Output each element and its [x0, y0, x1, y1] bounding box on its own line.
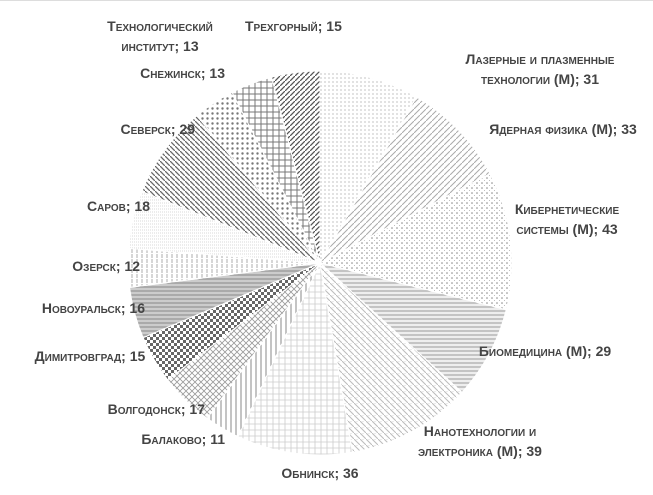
slice-label: Нанотехнологии и электроника (М); 39 [418, 423, 542, 459]
pie-slice [319, 261, 463, 453]
pie-slice [271, 70, 321, 264]
pie-slice [319, 262, 507, 393]
pie-slice [319, 70, 418, 265]
slice-label: Технологический институт; 13 [107, 18, 213, 54]
slice-label: Кибернетические системы (М); 43 [514, 201, 620, 237]
pie-slice [318, 96, 491, 265]
slice-label: Балаково; 11 [141, 431, 225, 447]
pie-slice [237, 261, 354, 456]
pie-slice [141, 114, 321, 264]
pie-slice [318, 172, 513, 311]
slice-label: Ядерная физика (М); 33 [489, 121, 637, 137]
slice-label: Обнинск; 36 [281, 465, 359, 481]
slice-label: Новоуральск; 16 [41, 300, 145, 316]
slice-label: Биомедицина (М); 29 [478, 343, 612, 359]
slice-label: Трехгорный; 15 [245, 18, 342, 34]
slice-label: Саров; 18 [87, 198, 150, 214]
slice-label: Озерск; 12 [72, 258, 140, 274]
slice-label: Снежинск; 13 [140, 65, 225, 81]
slice-label: Лазерные и плазменные технологии (М); 31 [465, 51, 615, 87]
slice-label: Димитровград; 15 [34, 348, 146, 364]
slice-label: Северск; 29 [120, 121, 195, 137]
slice-label: Волгодонск; 17 [107, 401, 205, 417]
